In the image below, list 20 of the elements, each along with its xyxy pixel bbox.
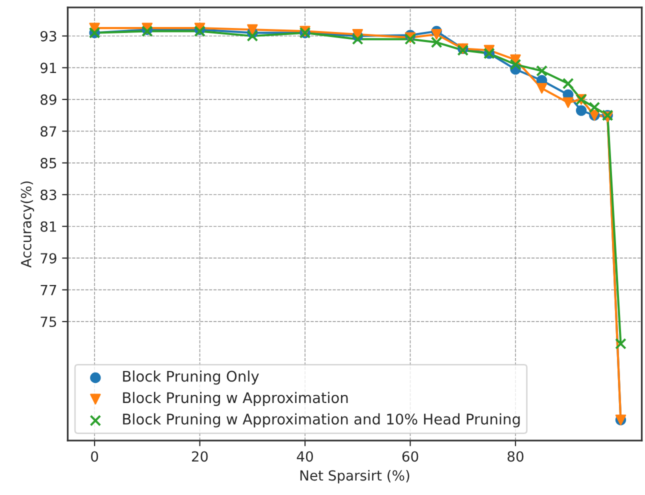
- legend-label: Block Pruning Only: [123, 370, 259, 385]
- y-tick-label: 83: [40, 190, 56, 200]
- y-tick-label: 81: [40, 221, 56, 232]
- y-tick-label: 85: [40, 158, 56, 168]
- legend-label: Block Pruning w Approximation: [123, 392, 348, 406]
- y-tick-label: 79: [40, 253, 56, 264]
- y-tick-label: 93: [40, 30, 56, 42]
- x-tick-label: 20: [192, 451, 208, 462]
- x-tick-label: 60: [402, 451, 418, 462]
- y-axis-title: Accuracy(%): [20, 181, 34, 268]
- y-tick-label: 75: [40, 316, 56, 328]
- y-tick-label: 89: [40, 94, 56, 105]
- y-tick-label: 77: [40, 284, 56, 296]
- x-tick-label: 0: [91, 451, 98, 462]
- x-tick-label: 80: [508, 451, 524, 462]
- y-tick-label: 91: [40, 62, 56, 74]
- x-axis-title: Net Sparsirt (%): [300, 470, 410, 484]
- legend-label: Block Pruning w Approximation and 10% Head Pruning: [123, 413, 520, 428]
- x-tick-label: 40: [296, 451, 313, 462]
- y-tick-label: 87: [40, 126, 56, 137]
